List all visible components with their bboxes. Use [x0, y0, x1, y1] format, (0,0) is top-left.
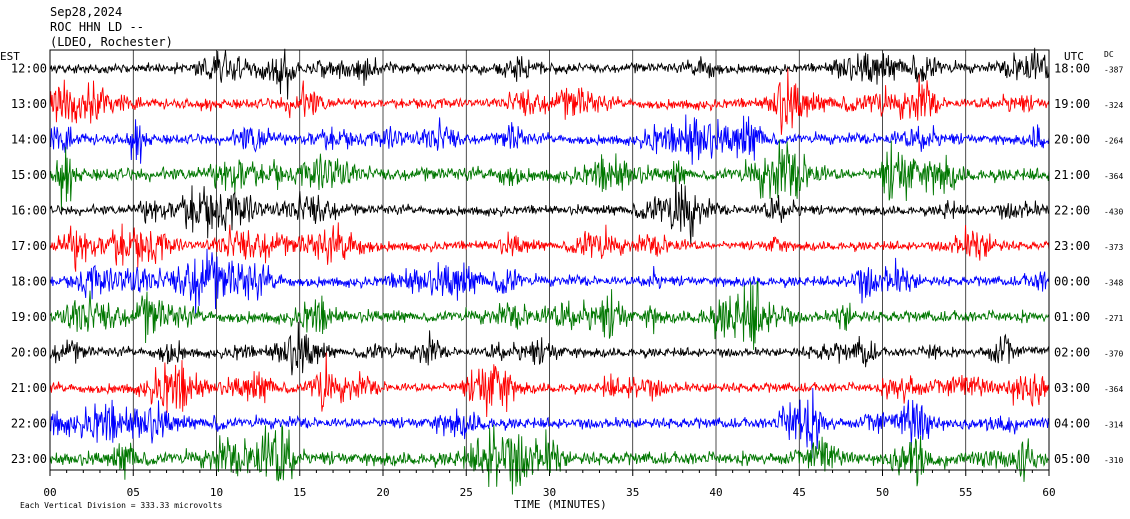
- utc-hour-label: 00:00: [1054, 275, 1090, 289]
- utc-hour-label: 20:00: [1054, 133, 1090, 147]
- utc-hour-label: 02:00: [1054, 346, 1090, 360]
- left-axis-label: EST: [0, 50, 20, 63]
- x-tick-label: 10: [210, 486, 223, 499]
- trace-1600: [49, 174, 1050, 245]
- dc-value: -314: [1104, 421, 1123, 430]
- dc-value: -271: [1104, 314, 1123, 323]
- dc-values: -387 -324 -264 -364 -430 -373 -348 -271 -370 -364…: [1104, 66, 1123, 466]
- utc-hour-label: 22:00: [1054, 204, 1090, 218]
- x-tick-label: 15: [293, 486, 306, 499]
- x-tick-labels: 00 05 10 15 20 25 30 35 40 45 50 55 60: [43, 486, 1055, 499]
- x-tick-label: 60: [1042, 486, 1055, 499]
- trace-2000: [49, 321, 1050, 376]
- est-hour-label: 22:00: [11, 417, 47, 431]
- trace-1300: [49, 68, 1050, 135]
- est-hour-label: 15:00: [11, 168, 47, 182]
- dc-label: DC: [1104, 50, 1114, 59]
- plot-frame: [49, 49, 1050, 471]
- utc-hour-label: 19:00: [1054, 97, 1090, 111]
- dc-value: -264: [1104, 137, 1123, 146]
- est-hour-label: 19:00: [11, 310, 47, 324]
- utc-hour-label: 01:00: [1054, 310, 1090, 324]
- est-hour-label: 13:00: [11, 97, 47, 111]
- est-hour-label: 21:00: [11, 381, 47, 395]
- trace-1800: [49, 248, 1050, 315]
- utc-hour-label: 23:00: [1054, 239, 1090, 253]
- utc-hour-label: 04:00: [1054, 417, 1090, 431]
- x-tick-label: 05: [127, 486, 140, 499]
- est-hour-label: 14:00: [11, 133, 47, 147]
- x-tick-label: 30: [543, 486, 556, 499]
- x-tick-label: 50: [876, 486, 889, 499]
- x-axis-label: TIME (MINUTES): [514, 498, 607, 511]
- est-hour-label: 17:00: [11, 239, 47, 253]
- chart-date: Sep28,2024: [50, 5, 122, 19]
- x-tick-label: 20: [376, 486, 389, 499]
- utc-hour-label: 05:00: [1054, 452, 1090, 466]
- network-name: (LDEO, Rochester): [50, 35, 173, 49]
- station-code: ROC HHN LD --: [50, 20, 144, 34]
- dc-value: -348: [1104, 279, 1123, 288]
- header: Sep28,2024 ROC HHN LD -- (LDEO, Rocheste…: [50, 5, 173, 49]
- trace-1900: [49, 281, 1050, 350]
- traces: [49, 47, 1050, 495]
- footnote: Each Vertical Division = 333.33 microvol…: [20, 501, 222, 510]
- grid: [49, 50, 1050, 476]
- est-hour-label: 16:00: [11, 204, 47, 218]
- utc-hour-label: 18:00: [1054, 62, 1090, 76]
- trace-1400: [49, 114, 1050, 165]
- utc-hour-label: 21:00: [1054, 168, 1090, 182]
- x-tick-label: 45: [793, 486, 806, 499]
- dc-value: -370: [1104, 350, 1123, 359]
- trace-2200: [49, 387, 1050, 459]
- est-hour-label: 20:00: [11, 346, 47, 360]
- x-tick-label: 00: [43, 486, 56, 499]
- est-hour-label: 12:00: [11, 62, 47, 76]
- trace-2300: [49, 424, 1050, 495]
- dc-value: -364: [1104, 172, 1123, 181]
- trace-1500: [49, 139, 1050, 211]
- est-hour-label: 18:00: [11, 275, 47, 289]
- dc-value: -310: [1104, 456, 1123, 465]
- trace-1700: [49, 222, 1050, 272]
- right-axis-label: UTC: [1064, 50, 1084, 63]
- dc-value: -430: [1104, 208, 1123, 217]
- dc-value: -373: [1104, 243, 1123, 252]
- x-tick-label: 40: [709, 486, 722, 499]
- dc-value: -324: [1104, 101, 1123, 110]
- x-tick-label: 25: [460, 486, 473, 499]
- trace-1200: [49, 47, 1050, 100]
- dc-value: -364: [1104, 385, 1123, 394]
- utc-hour-label: 03:00: [1054, 381, 1090, 395]
- x-tick-label: 35: [626, 486, 639, 499]
- dc-value: -387: [1104, 66, 1123, 75]
- est-labels: 12:00 13:00 14:00 15:00 16:00 17:00 18:00 19:00…: [11, 62, 47, 467]
- trace-2100: [49, 352, 1050, 418]
- utc-labels: 18:00 19:00 20:00 21:00 22:00 23:00 00:00 01:00…: [1054, 62, 1090, 467]
- est-hour-label: 23:00: [11, 452, 47, 466]
- x-tick-label: 55: [959, 486, 972, 499]
